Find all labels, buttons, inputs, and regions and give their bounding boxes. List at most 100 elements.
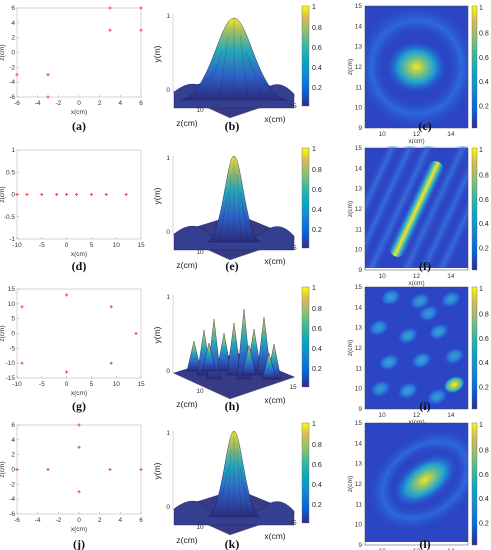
colorbar-tick: 0.4 [312, 346, 322, 353]
y-tick-label: 14 [355, 165, 363, 172]
scatter-panel-1: -6 -4 -2 0 2 4 6 6 4 2 0 -2 -4 -6 x(cm) z(cm) [0, 5, 143, 116]
x-tick-label: -10 [12, 242, 22, 249]
x-tick-label: 10 [113, 242, 121, 249]
y-tick-label: 11 [355, 226, 362, 233]
heatmap-sidelobe [365, 146, 414, 266]
colorbar-tick: 0.6 [312, 326, 322, 333]
surface-mesh-line [219, 35, 229, 99]
y-tick-label: -4 [9, 496, 15, 503]
x-tick-label: 0 [65, 381, 69, 388]
y-tick-label: 9 [358, 542, 362, 549]
panel-label: (l) [419, 537, 430, 550]
colorbar-tick: 0.2 [312, 366, 322, 373]
colorbar [301, 286, 310, 388]
x-axis-label: x(cm) [408, 280, 424, 287]
heatmap-axes-box [364, 286, 469, 410]
z-tick: 10 [196, 249, 204, 256]
colorbar-tick: 0.8 [479, 447, 489, 454]
x-tick-label: -6 [14, 100, 20, 107]
x-tick-label: -5 [39, 242, 45, 249]
colorbar-tick: 1 [479, 422, 483, 429]
y-tick-label: 0 [11, 50, 15, 57]
heatmap-lobe [409, 292, 431, 310]
x-tick-label: -4 [35, 517, 41, 524]
y-tick-label: 9 [358, 406, 362, 413]
y-tick-label: -6 [9, 94, 15, 101]
panel-label: (e) [225, 259, 238, 273]
heatmap-image [365, 423, 468, 542]
heatmap-sidelobe [365, 146, 429, 268]
y-tick-zero: 0 [166, 87, 170, 94]
colorbar [301, 147, 310, 249]
heatmap-lobe [380, 288, 402, 306]
heatmap-lobe [440, 290, 462, 308]
colorbar-tick: 0.8 [312, 25, 322, 32]
scatter-axes-box [16, 149, 142, 240]
colorbar-tick: 1 [312, 4, 316, 11]
y-axis-label: z(cm) [347, 201, 354, 217]
heatmap-peak [393, 453, 457, 507]
x-axis-label: x(cm) [408, 138, 424, 145]
heatmap-panels: 10 12 141514131211109x(cm)z(cm)10.80.60.40… [347, 3, 489, 550]
y-tick-top: 1 [166, 13, 170, 20]
y-tick-label: 0 [11, 331, 15, 338]
x-tick-label: 14 [447, 412, 455, 419]
colorbar-tick: 1 [479, 5, 483, 12]
x-tick-label: 4 [119, 100, 123, 107]
y-tick-label: 15 [355, 420, 363, 427]
x-tick-label: -5 [39, 381, 45, 388]
y-tick-label: 4 [11, 20, 15, 27]
surface-mesh-line [239, 35, 249, 99]
panel-label: (h) [225, 399, 240, 413]
heatmap-panel-3: 10 12 14 15 14 13 12 11 10 9 x(cm) z(cm) 1 0.8 0.6 0.4 0… [347, 284, 489, 426]
z-axis-label: z(cm) [176, 399, 197, 409]
y-tick-label: 15 [355, 145, 363, 152]
heatmap-sidelobe [404, 146, 468, 268]
y-tick-label: 15 [8, 286, 16, 293]
heatmap-axes-box [364, 422, 469, 546]
x-tick-label: 14 [447, 131, 455, 138]
y-tick-label: 14 [355, 23, 363, 30]
x-tick-label: 6 [139, 517, 143, 524]
y-tick-label: 11 [355, 501, 362, 508]
colorbar-tick: 0.2 [479, 385, 489, 392]
colorbar-tick: 0.4 [479, 360, 489, 367]
colorbar-tick: 0.8 [479, 30, 489, 37]
x-tick-label: 10 [379, 273, 387, 280]
y-axis-label: z(cm) [0, 461, 6, 477]
colorbar-tick: 0.8 [312, 442, 322, 449]
y-tick-label: 2 [11, 452, 15, 459]
y-tick-label: 0 [11, 192, 15, 199]
x-tick-label: -2 [55, 517, 61, 524]
x-tick-label: 0 [77, 517, 81, 524]
colorbar-tick: 0.8 [312, 306, 322, 313]
surface-mesh-line [251, 69, 278, 99]
y-tick-label: 2 [11, 35, 15, 42]
y-tick-label: -1 [9, 236, 15, 243]
x-axis-line [229, 376, 296, 400]
y-tick-label: -6 [9, 511, 15, 518]
heatmap-axes-box [364, 147, 469, 271]
y-axis-label: z(cm) [0, 186, 6, 202]
colorbar-tick: 1 [479, 286, 483, 293]
colorbar-tick: 0.2 [479, 246, 489, 253]
x-tick-label: 12 [413, 273, 421, 280]
colorbar [471, 422, 478, 546]
heatmap-axes-box [364, 5, 469, 129]
heatmap-panel-2: 10 12 14 15 14 13 12 11 10 9 x(cm) z(cm) 1 0.8 0.6 0.4 0… [347, 145, 489, 287]
y-tick-label: -2 [9, 64, 15, 71]
y-tick-label: 12 [355, 206, 363, 213]
colorbar-tick: 0.6 [479, 472, 489, 479]
colorbar-tick: 0.4 [479, 496, 489, 503]
x-tick-label: 12 [413, 548, 421, 550]
x-tick-label: 2 [98, 100, 102, 107]
y-axis-label: y(m) [152, 326, 162, 343]
z-tick: 10 [196, 524, 204, 531]
y-axis-label: y(m) [152, 45, 162, 62]
x-tick-label: 10 [113, 381, 121, 388]
x-axis-label: x(cm) [71, 526, 87, 533]
y-tick-label: 12 [355, 345, 363, 352]
x-tick-label: 15 [137, 242, 145, 249]
